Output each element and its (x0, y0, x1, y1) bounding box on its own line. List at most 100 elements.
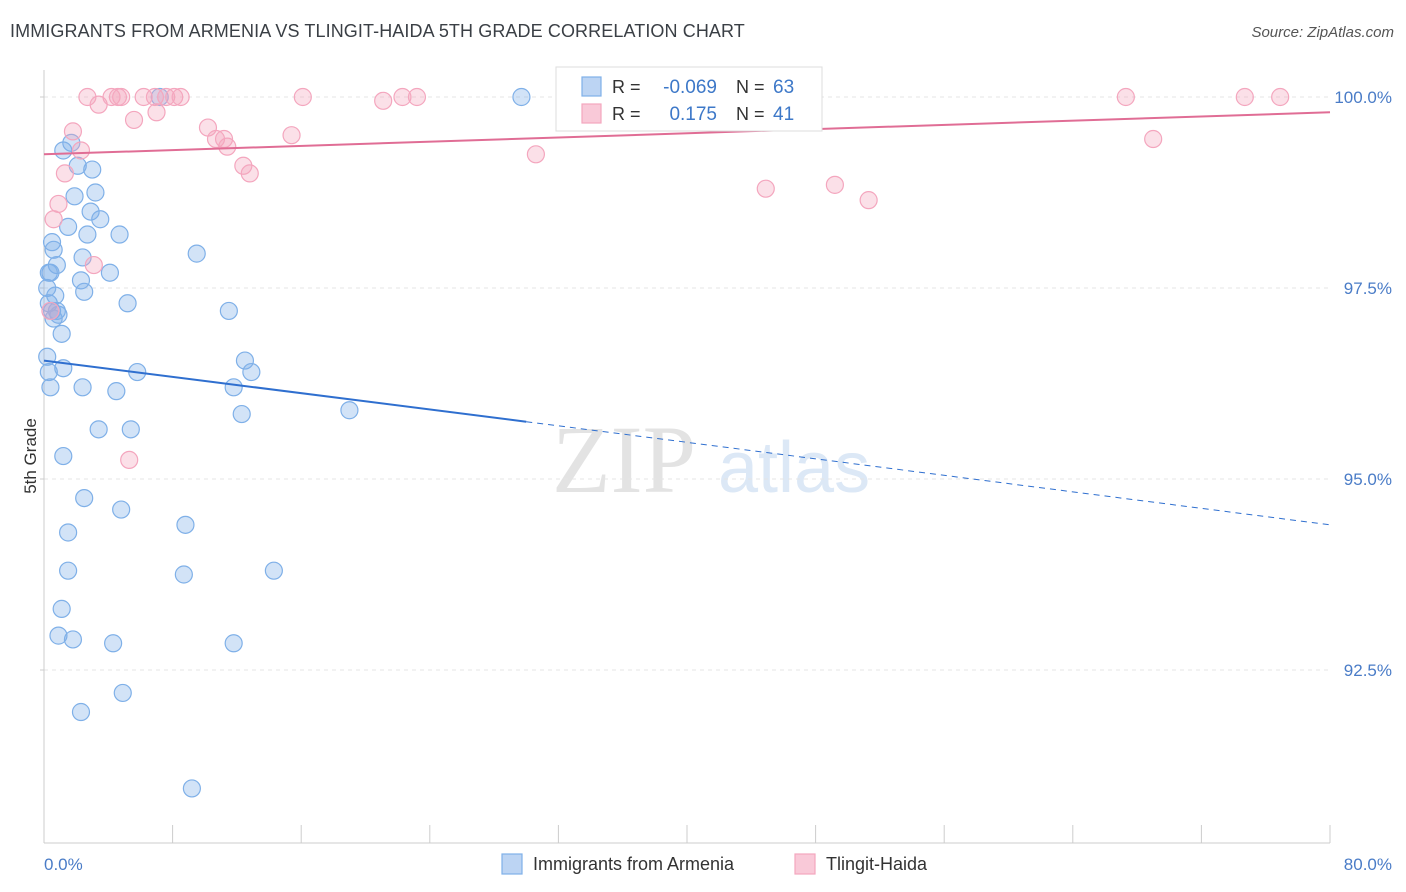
y-tick-label-0: 100.0% (1334, 88, 1392, 107)
x-ticks (43, 825, 1331, 843)
trend-line-tlingit (43, 111, 1331, 156)
armenia-point-55 (71, 702, 91, 722)
armenia-point-22 (81, 202, 100, 221)
armenia-point-8 (46, 286, 65, 305)
tlingit-point-0 (41, 301, 60, 321)
tlingit-point-29 (393, 87, 412, 107)
stats-n-value-armenia: 63 (773, 77, 794, 98)
stats-r-label-armenia: R = (612, 77, 641, 97)
watermark-zip: ZIP (552, 406, 696, 513)
armenia-point-11 (52, 324, 71, 343)
legend-swatch-armenia (501, 853, 523, 875)
y-tick-label-2: 95.0% (1344, 470, 1392, 489)
tlingit-point-19 (171, 87, 190, 107)
tlingit-point-24 (234, 156, 253, 175)
armenia-point-57 (182, 779, 201, 798)
tlingit-point-23 (218, 137, 237, 156)
y-axis-label: 5th Grade (21, 418, 40, 494)
armenia-point-13 (59, 217, 78, 236)
legend-swatch-tlingit (794, 853, 816, 875)
armenia-point-20 (75, 282, 94, 301)
stats-n-label-armenia: N = (736, 77, 765, 97)
tlingit-point-13 (124, 110, 144, 130)
armenia-point-51 (242, 362, 261, 382)
chart-title: IMMIGRANTS FROM ARMENIA VS TLINGIT-HAIDA… (10, 21, 745, 41)
armenia-point-58 (340, 401, 359, 420)
stats-swatch-tlingit (581, 103, 602, 124)
tlingit-point-38 (1144, 129, 1163, 149)
tlingit-point-3 (55, 164, 74, 183)
armenia-point-43 (73, 378, 92, 397)
stats-swatch-armenia (581, 76, 602, 97)
armenia-point-60 (150, 87, 169, 107)
armenia-point-36 (59, 523, 78, 542)
tlingit-point-26 (282, 126, 301, 145)
armenia-point-48 (219, 301, 238, 321)
stats-r-value-armenia: -0.069 (663, 77, 717, 98)
tlingit-point-2 (49, 194, 68, 214)
tlingit-point-36 (859, 191, 878, 210)
stats-n-label-tlingit: N = (736, 104, 765, 124)
x-tick-label-max: 80.0% (1344, 855, 1392, 874)
source-credit: Source: ZipAtlas.com (1251, 24, 1394, 41)
armenia-point-46 (174, 565, 193, 584)
x-tick-label-min: 0.0% (44, 855, 83, 874)
armenia-point-53 (224, 634, 243, 653)
armenia-point-38 (52, 599, 71, 618)
armenia-point-24 (86, 183, 105, 202)
armenia-point-41 (104, 634, 123, 653)
series-tlingit-points (41, 87, 1290, 469)
tlingit-point-12 (120, 450, 139, 469)
y-tick-label-1: 97.5% (1344, 279, 1392, 298)
armenia-point-49 (224, 378, 243, 397)
tlingit-point-31 (526, 145, 545, 164)
armenia-point-21 (78, 225, 97, 244)
armenia-point-34 (75, 489, 94, 508)
stats-legend-box: R = -0.069 N = 63 R = 0.175 N = 41 (555, 66, 823, 132)
tlingit-point-16 (147, 103, 166, 122)
armenia-point-5 (41, 378, 60, 397)
tlingit-point-37 (1116, 87, 1135, 107)
tlingit-point-35 (825, 175, 844, 194)
trend-line-armenia (43, 359, 527, 423)
tlingit-point-28 (374, 91, 393, 110)
tlingit-point-34 (756, 179, 775, 198)
armenia-point-42 (89, 420, 108, 439)
watermark-atlas: atlas (718, 428, 870, 508)
y-tick-label-3: 92.5% (1344, 661, 1392, 680)
armenia-point-6 (42, 233, 62, 252)
armenia-point-47 (187, 244, 206, 263)
armenia-point-16 (65, 187, 84, 206)
legend-label-armenia: Immigrants from Armenia (533, 854, 735, 874)
armenia-point-39 (49, 626, 68, 645)
armenia-point-35 (54, 446, 73, 466)
trend-lines (43, 111, 1331, 526)
armenia-point-28 (110, 225, 129, 244)
tlingit-point-27 (293, 87, 312, 107)
tlingit-point-11 (112, 87, 131, 107)
tlingit-point-39 (1235, 87, 1254, 107)
tlingit-point-18 (165, 87, 184, 107)
armenia-point-29 (118, 294, 137, 313)
series-armenia-points (38, 87, 531, 798)
stats-r-label-tlingit: R = (612, 104, 641, 124)
tlingit-point-4 (63, 122, 83, 141)
armenia-point-50 (235, 351, 255, 370)
tlingit-point-40 (1271, 87, 1290, 107)
tlingit-point-9 (102, 87, 121, 107)
armenia-point-37 (59, 561, 78, 580)
armenia-point-54 (264, 561, 283, 580)
armenia-point-7 (44, 240, 63, 259)
tlingit-point-25 (240, 164, 259, 183)
stats-n-value-tlingit: 41 (773, 104, 794, 125)
armenia-point-45 (176, 515, 195, 534)
armenia-point-52 (232, 404, 251, 424)
armenia-point-30 (121, 420, 140, 439)
armenia-point-56 (113, 683, 132, 703)
armenia-point-18 (71, 271, 91, 290)
armenia-point-15 (54, 141, 73, 160)
stats-r-value-tlingit: 0.175 (669, 104, 717, 125)
armenia-point-61 (39, 263, 58, 282)
tlingit-point-1 (44, 210, 63, 229)
